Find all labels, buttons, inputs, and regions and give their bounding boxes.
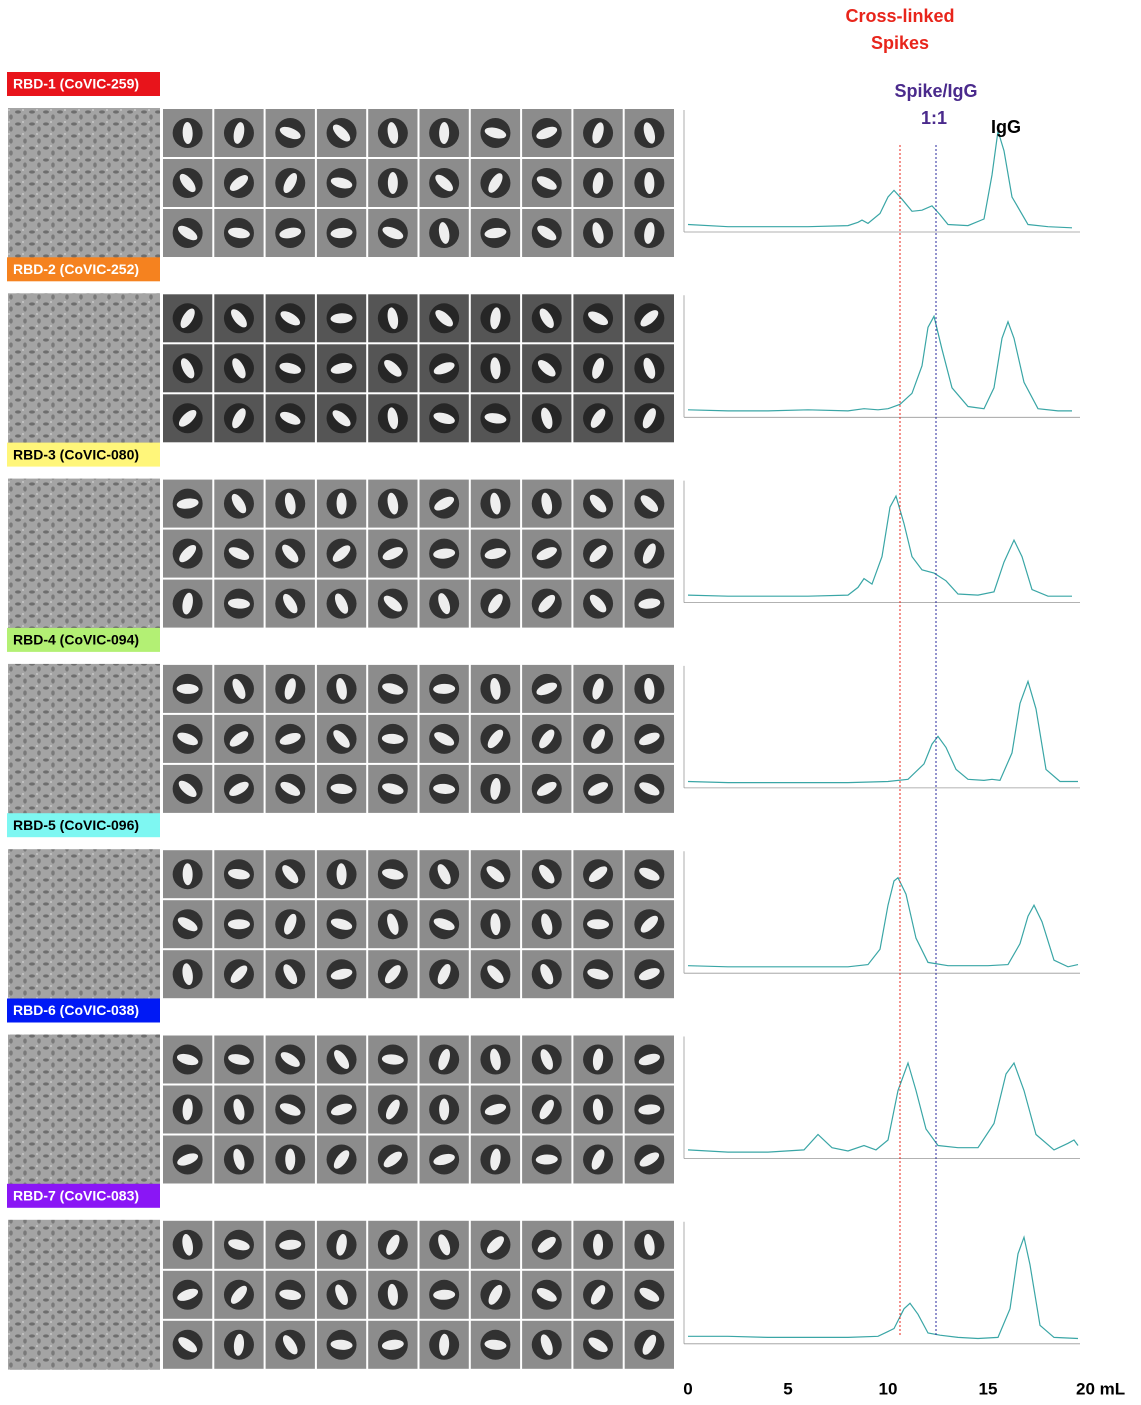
particle <box>228 919 250 929</box>
panel: RBD-5 (CoVIC-096) <box>7 813 675 999</box>
panel: RBD-1 (CoVIC-259) <box>7 72 675 258</box>
sec-trace <box>688 316 1072 411</box>
annotation-line: Spikes <box>871 33 929 53</box>
micrograph <box>8 664 160 814</box>
panel-label: RBD-2 (CoVIC-252) <box>13 261 139 277</box>
panel-label: RBD-3 (CoVIC-080) <box>13 446 139 462</box>
panel-label: RBD-6 (CoVIC-038) <box>13 1002 139 1018</box>
panel: RBD-4 (CoVIC-094) <box>7 628 675 814</box>
particle <box>439 1099 449 1121</box>
micrograph <box>8 849 160 999</box>
annotation-line: 1:1 <box>921 108 947 128</box>
sec-trace <box>688 878 1078 967</box>
sec-trace <box>688 681 1078 782</box>
micrograph <box>8 293 160 443</box>
x-tick-label: 20 mL <box>1076 1379 1125 1398</box>
panel: RBD-7 (CoVIC-083) <box>7 1184 675 1370</box>
particle <box>388 172 398 194</box>
panel-label: RBD-7 (CoVIC-083) <box>13 1188 139 1204</box>
particle <box>285 1149 295 1171</box>
micrograph <box>8 108 160 258</box>
annotation: Spike/IgG 1:1 <box>894 81 977 128</box>
panel-label: RBD-1 (CoVIC-259) <box>13 76 139 92</box>
annotation: IgG <box>991 117 1021 137</box>
micrograph <box>8 1220 160 1370</box>
sec-trace <box>688 131 1072 228</box>
x-tick-label: 0 <box>683 1379 692 1398</box>
sec-trace <box>688 496 1072 596</box>
micrograph <box>8 1035 160 1185</box>
panel-label: RBD-5 (CoVIC-096) <box>13 817 139 833</box>
x-tick-label: 5 <box>783 1379 792 1398</box>
annotation: Cross-linked Spikes <box>845 6 954 53</box>
panel: RBD-6 (CoVIC-038) <box>7 999 675 1185</box>
sec-trace <box>688 1063 1078 1152</box>
x-tick-label: 15 <box>979 1379 998 1398</box>
figure: RBD-1 (CoVIC-259) RBD-2 (CoVIC-252) RBD-3 … <box>0 0 1141 1405</box>
particle <box>593 1234 603 1256</box>
annotation-line: Cross-linked <box>845 6 954 26</box>
sec-trace <box>688 1237 1078 1338</box>
panel: RBD-2 (CoVIC-252) <box>7 257 675 443</box>
annotation-line: Spike/IgG <box>894 81 977 101</box>
x-tick-label: 10 <box>879 1379 898 1398</box>
panel: RBD-3 (CoVIC-080) <box>7 443 675 629</box>
panel-label: RBD-4 (CoVIC-094) <box>13 632 139 648</box>
micrograph <box>8 479 160 629</box>
